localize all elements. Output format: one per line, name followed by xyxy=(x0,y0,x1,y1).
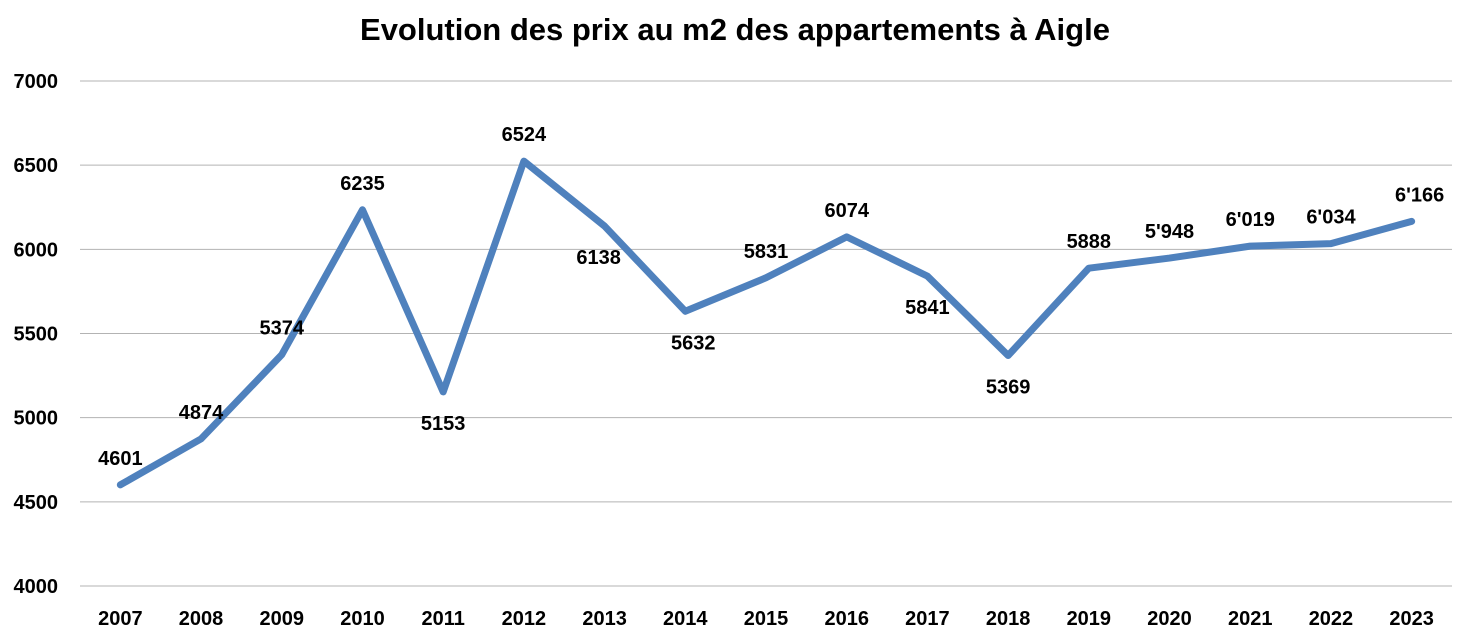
y-tick-label: 5500 xyxy=(14,324,59,346)
x-tick-label: 2012 xyxy=(502,608,547,630)
x-tick-label: 2013 xyxy=(582,608,627,630)
data-labels: 4601 4874 5374 6235 5153 6524 6138 5632 5831 6074… xyxy=(98,124,1444,470)
data-label: 5831 xyxy=(744,241,789,263)
x-axis-tick-labels: 2007 2008 2009 2010 2011 2012 2013 2014 2015 2016… xyxy=(98,608,1434,630)
data-label: 5374 xyxy=(260,318,305,340)
data-label: 5'948 xyxy=(1145,221,1194,243)
y-tick-label: 4500 xyxy=(14,492,59,514)
y-tick-label: 4000 xyxy=(14,576,59,598)
data-label: 6235 xyxy=(340,173,385,195)
data-label: 4874 xyxy=(179,402,224,424)
y-axis-tick-labels: 4000 4500 5000 5500 6000 6500 7000 xyxy=(14,71,59,598)
data-label: 5841 xyxy=(905,297,950,319)
x-tick-label: 2020 xyxy=(1147,608,1192,630)
x-tick-label: 2021 xyxy=(1228,608,1273,630)
y-tick-label: 5000 xyxy=(14,408,59,430)
x-tick-label: 2014 xyxy=(663,608,708,630)
x-tick-label: 2007 xyxy=(98,608,143,630)
x-tick-label: 2023 xyxy=(1389,608,1434,630)
x-tick-label: 2022 xyxy=(1309,608,1354,630)
x-tick-label: 2016 xyxy=(824,608,869,630)
data-label: 6074 xyxy=(824,200,869,222)
x-tick-label: 2015 xyxy=(744,608,789,630)
y-tick-label: 7000 xyxy=(14,71,59,93)
data-label: 5369 xyxy=(986,377,1031,399)
data-label: 6'019 xyxy=(1226,209,1275,231)
data-label: 6'034 xyxy=(1306,207,1356,229)
gridlines xyxy=(80,80,1452,587)
data-label: 6'166 xyxy=(1395,184,1444,206)
x-tick-label: 2011 xyxy=(421,608,464,630)
y-tick-label: 6000 xyxy=(14,239,59,261)
x-tick-label: 2010 xyxy=(340,608,385,630)
series-line xyxy=(116,157,1416,489)
x-tick-label: 2008 xyxy=(179,608,224,630)
x-tick-label: 2017 xyxy=(905,608,950,630)
data-label: 5153 xyxy=(421,413,466,435)
data-label: 6524 xyxy=(502,124,547,146)
x-tick-label: 2018 xyxy=(986,608,1031,630)
x-tick-label: 2019 xyxy=(1067,608,1112,630)
data-label: 5632 xyxy=(671,332,716,354)
chart-title: Evolution des prix au m2 des appartement… xyxy=(360,12,1110,47)
series-line-layer xyxy=(116,157,1416,489)
x-tick-label: 2009 xyxy=(260,608,305,630)
data-label: 6138 xyxy=(576,247,621,269)
data-label: 5888 xyxy=(1067,231,1112,253)
y-tick-label: 6500 xyxy=(14,155,59,177)
data-label: 4601 xyxy=(98,448,143,470)
